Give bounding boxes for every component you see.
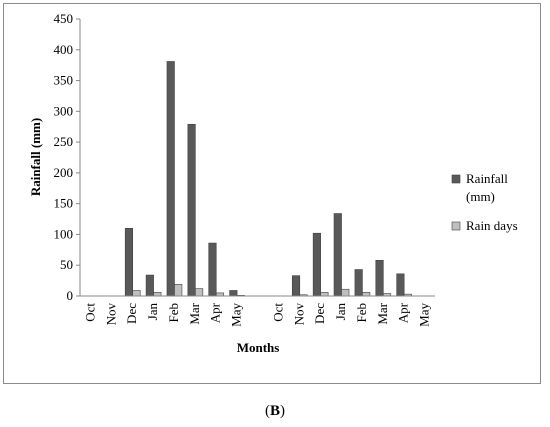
x-tick-label: Oct xyxy=(82,303,97,322)
legend-label-line: Rain days xyxy=(466,218,518,233)
rainfall-bar xyxy=(333,213,342,297)
caption-open: ( xyxy=(264,403,270,419)
y-axis-title: Rainfall (mm) xyxy=(28,118,43,196)
rain-days-bar xyxy=(174,284,183,297)
chart-frame xyxy=(3,3,541,384)
rainfall-bar xyxy=(145,274,154,297)
x-tick-label: Dec xyxy=(124,303,139,324)
y-tick-label: 350 xyxy=(54,73,74,88)
rainfall-chart: 0 50 100 150 200 250 300 350 400 450 Oct Nov Dec Jan… xyxy=(28,11,518,355)
x-tick-label: Apr xyxy=(396,302,411,323)
x-tick-label: Jan xyxy=(145,303,160,321)
rainfall-bar xyxy=(208,242,217,297)
rain-days-bar xyxy=(195,288,204,297)
rain-days-bar xyxy=(341,288,350,297)
x-tick-label: May xyxy=(417,303,432,327)
rainfall-bar xyxy=(124,227,134,297)
rainfall-bar xyxy=(229,290,238,297)
x-tick-label: Jan xyxy=(333,303,348,321)
x-axis-title: Months xyxy=(237,340,280,355)
figure-caption: (B) xyxy=(0,403,550,420)
x-tick-label: Feb xyxy=(166,303,181,323)
rain-days-bar xyxy=(153,292,162,297)
x-tick-label: Mar xyxy=(375,302,390,324)
rain-days-bar xyxy=(362,292,371,297)
legend-label-rainfall: Rainfall (mm) xyxy=(466,171,508,204)
y-tick-label: 0 xyxy=(67,288,74,303)
rain-days-bar xyxy=(132,290,141,297)
y-tick-label: 300 xyxy=(54,103,74,118)
y-tick-label: 250 xyxy=(54,134,74,149)
rainfall-bar xyxy=(166,61,175,297)
legend-label-rain-days: Rain days xyxy=(466,218,518,233)
rainfall-bar xyxy=(187,123,196,297)
x-tick-label: Mar xyxy=(187,302,202,324)
y-tick-label: 100 xyxy=(54,226,74,241)
rain-days-bar xyxy=(320,292,329,297)
x-tick-label: Nov xyxy=(103,303,118,326)
rainfall-bar xyxy=(312,232,321,297)
y-tick-label: 200 xyxy=(54,165,74,180)
y-tick-label: 50 xyxy=(60,257,73,272)
rainfall-bar xyxy=(375,259,384,297)
legend-label-line: (mm) xyxy=(466,189,495,204)
y-tick-label: 450 xyxy=(54,11,74,26)
x-tick-label: Nov xyxy=(291,303,306,326)
x-tick-label: Apr xyxy=(208,302,223,323)
legend-label-line: Rainfall xyxy=(466,171,508,186)
x-tick-label: Feb xyxy=(354,303,369,323)
legend-swatch-rainfall xyxy=(451,174,461,184)
legend-swatch-rain-days xyxy=(451,221,461,231)
legend: Rainfall (mm) Rain days xyxy=(451,171,518,233)
caption-close: ) xyxy=(280,403,285,419)
x-tick-label: Oct xyxy=(270,303,285,322)
rainfall-bar xyxy=(291,275,301,297)
x-tick-label: Dec xyxy=(312,303,327,324)
caption-label: B xyxy=(269,403,280,419)
y-tick-label: 400 xyxy=(54,42,74,57)
x-tick-label: May xyxy=(229,303,244,327)
y-tick-label: 150 xyxy=(54,196,74,211)
rainfall-bar xyxy=(354,269,363,297)
rainfall-bar xyxy=(396,273,405,297)
